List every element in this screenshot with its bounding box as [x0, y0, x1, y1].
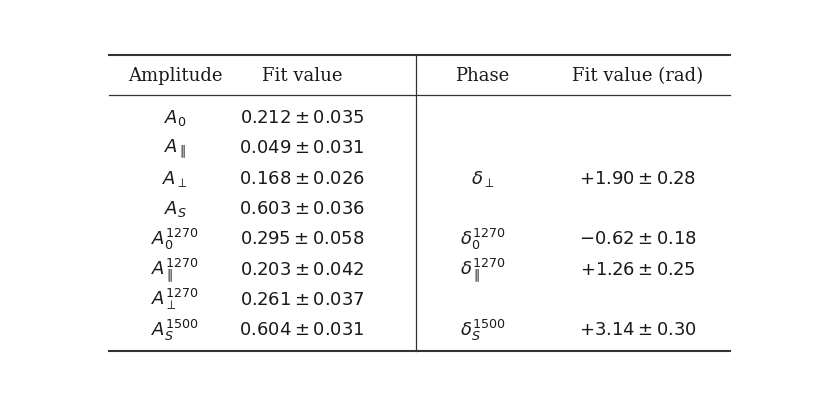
Text: $−0.62 \pm 0.18$: $−0.62 \pm 0.18$ [579, 230, 697, 247]
Text: $0.603 \pm 0.036$: $0.603 \pm 0.036$ [239, 199, 365, 217]
Text: Fit value: Fit value [262, 67, 342, 85]
Text: $0.168 \pm 0.026$: $0.168 \pm 0.026$ [239, 169, 365, 187]
Text: $A_\perp^{1270}$: $A_\perp^{1270}$ [151, 287, 199, 312]
Text: Phase: Phase [456, 67, 510, 85]
Text: $A_0^{1270}$: $A_0^{1270}$ [151, 226, 199, 251]
Text: $\delta_S^{1500}$: $\delta_S^{1500}$ [460, 317, 506, 342]
Text: $A_S$: $A_S$ [164, 198, 187, 219]
Text: Amplitude: Amplitude [128, 67, 222, 85]
Text: $\delta_0^{1270}$: $\delta_0^{1270}$ [460, 226, 506, 251]
Text: $A_0$: $A_0$ [164, 107, 187, 128]
Text: $+3.14 \pm 0.30$: $+3.14 \pm 0.30$ [579, 320, 697, 338]
Text: $A_\parallel^{1270}$: $A_\parallel^{1270}$ [151, 255, 199, 283]
Text: $0.049 \pm 0.031$: $0.049 \pm 0.031$ [239, 139, 365, 157]
Text: $+1.90 \pm 0.28$: $+1.90 \pm 0.28$ [579, 169, 696, 187]
Text: $\delta_\parallel^{1270}$: $\delta_\parallel^{1270}$ [460, 255, 506, 283]
Text: $\delta_\perp$: $\delta_\perp$ [471, 168, 494, 188]
Text: Fit value (rad): Fit value (rad) [573, 67, 703, 85]
Text: $A_S^{1500}$: $A_S^{1500}$ [151, 317, 199, 342]
Text: $0.261 \pm 0.037$: $0.261 \pm 0.037$ [240, 290, 364, 308]
Text: $+1.26 \pm 0.25$: $+1.26 \pm 0.25$ [580, 260, 696, 278]
Text: $0.212 \pm 0.035$: $0.212 \pm 0.035$ [240, 109, 364, 127]
Text: $0.203 \pm 0.042$: $0.203 \pm 0.042$ [240, 260, 364, 278]
Text: $A_\parallel$: $A_\parallel$ [164, 136, 187, 159]
Text: $0.604 \pm 0.031$: $0.604 \pm 0.031$ [239, 320, 365, 338]
Text: $A_\perp$: $A_\perp$ [162, 168, 188, 188]
Text: $0.295 \pm 0.058$: $0.295 \pm 0.058$ [240, 230, 364, 247]
